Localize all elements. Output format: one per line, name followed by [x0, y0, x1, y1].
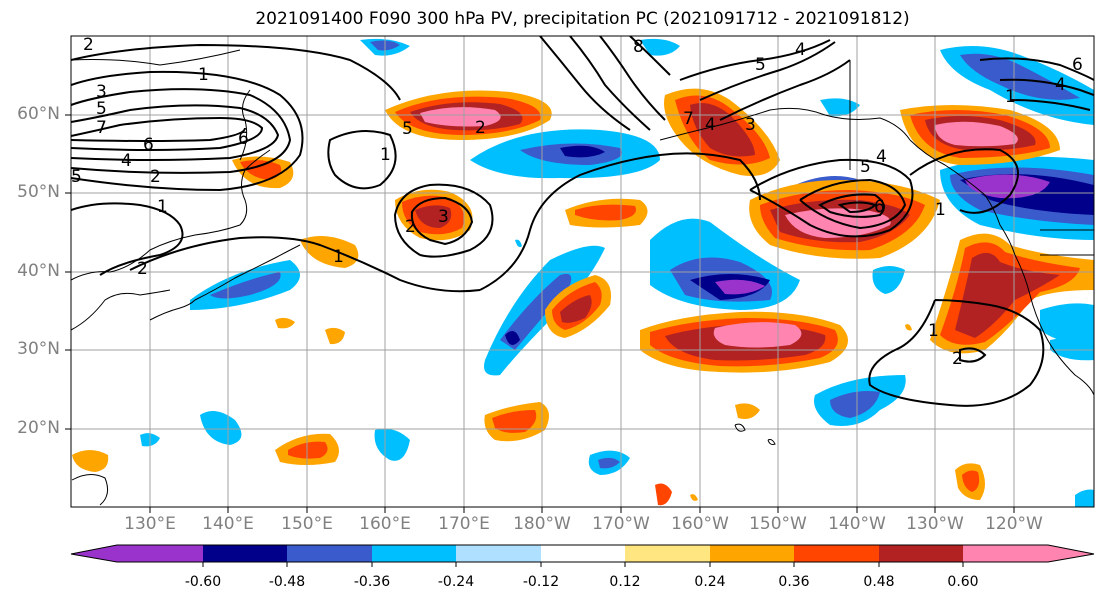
colorbar-segment	[203, 545, 287, 562]
contour-label: 6	[874, 197, 885, 217]
lat-label: 60°N	[17, 104, 60, 124]
lon-label: 180°W	[513, 514, 571, 534]
contour-label: 4	[1055, 75, 1066, 95]
contour-label: 1	[380, 145, 391, 165]
lat-label: 40°N	[17, 261, 60, 281]
contour-label: 8	[633, 37, 644, 57]
lon-label: 160°W	[671, 514, 729, 534]
colorbar-segment	[710, 545, 794, 562]
contour-label: 5	[96, 99, 107, 119]
contour-label: 3	[745, 115, 756, 135]
lon-label: 170°W	[592, 514, 650, 534]
lon-label: 150°W	[749, 514, 807, 534]
contour-label: 1	[333, 247, 344, 267]
contour-label: 3	[438, 207, 449, 227]
colorbar-tick-label: -0.12	[522, 574, 560, 590]
contour-label: 1	[157, 197, 168, 217]
contour-labels: 2 1 3 5 7 6 4 5 2 1 2 6 1 1 2 3 2 5 8 7 …	[71, 35, 1083, 369]
colorbar-segment	[794, 545, 879, 562]
pv-contours	[71, 36, 1094, 407]
lat-label: 20°N	[17, 418, 60, 438]
colorbar-tick-label: 0.24	[694, 574, 726, 590]
colorbar-tick-label: 0.60	[947, 574, 979, 590]
lon-label: 140°E	[202, 514, 254, 534]
colorbar-segment	[963, 545, 1048, 562]
contour-label: 5	[860, 157, 871, 177]
colorbar-tick-label: 0.48	[863, 574, 895, 590]
contour-label: 2	[150, 167, 161, 187]
colorbar-tick-label: -0.24	[437, 574, 475, 590]
contour-label: 7	[683, 109, 694, 129]
contour-label: 6	[1072, 55, 1083, 75]
contour-label: 6	[143, 135, 154, 155]
colorbar-segment	[117, 545, 203, 562]
colorbar	[70, 544, 1095, 567]
tick-marks	[65, 114, 1015, 513]
colorbar-tick-label: -0.60	[184, 574, 222, 590]
lat-label: 30°N	[17, 339, 60, 359]
lon-label: 150°E	[281, 514, 333, 534]
contour-label: 7	[96, 118, 107, 138]
lon-label: 160°E	[359, 514, 411, 534]
colorbar-segment	[456, 545, 541, 562]
contour-label: 2	[405, 217, 416, 237]
colorbar-tick-label: 0.12	[609, 574, 641, 590]
contour-label: 6	[238, 129, 249, 149]
colorbar-segment	[541, 545, 625, 562]
contour-label: 5	[71, 167, 82, 187]
contour-label: 1	[198, 65, 209, 85]
contour-label: 4	[795, 40, 806, 60]
lon-label: 130°W	[906, 514, 964, 534]
lon-label: 130°E	[124, 514, 176, 534]
contour-label: 5	[755, 55, 766, 75]
contour-label: 2	[83, 35, 94, 55]
contour-label: 4	[705, 115, 716, 135]
colorbar-tick-label: -0.48	[268, 574, 306, 590]
lon-label: 170°E	[438, 514, 490, 534]
contour-label: 2	[952, 349, 963, 369]
precip-shading	[72, 38, 1094, 507]
contour-label: 4	[876, 147, 887, 167]
contour-label: 3	[96, 82, 107, 102]
contour-label: 4	[121, 151, 132, 171]
colorbar-segment	[287, 545, 372, 562]
colorbar-segment	[71, 545, 117, 562]
colorbar-segment	[1048, 545, 1094, 562]
colorbar-segment	[372, 545, 456, 562]
lon-label: 120°W	[985, 514, 1043, 534]
contour-label: 1	[1005, 87, 1016, 107]
contour-label: 5	[402, 119, 413, 139]
lon-label: 140°W	[828, 514, 886, 534]
map-title: 2021091400 F090 300 hPa PV, precipitatio…	[255, 9, 910, 29]
colorbar-tick-label: 0.36	[778, 574, 810, 590]
contour-label: 1	[935, 200, 946, 220]
contour-label: 2	[137, 259, 148, 279]
gridlines	[71, 36, 1094, 507]
lat-label: 50°N	[17, 182, 60, 202]
coastlines	[71, 49, 1094, 506]
colorbar-tick-label: -0.36	[353, 574, 391, 590]
contour-label: 2	[475, 118, 486, 138]
contour-label: 1	[928, 321, 939, 341]
colorbar-segment	[879, 545, 963, 562]
colorbar-segment	[625, 545, 710, 562]
